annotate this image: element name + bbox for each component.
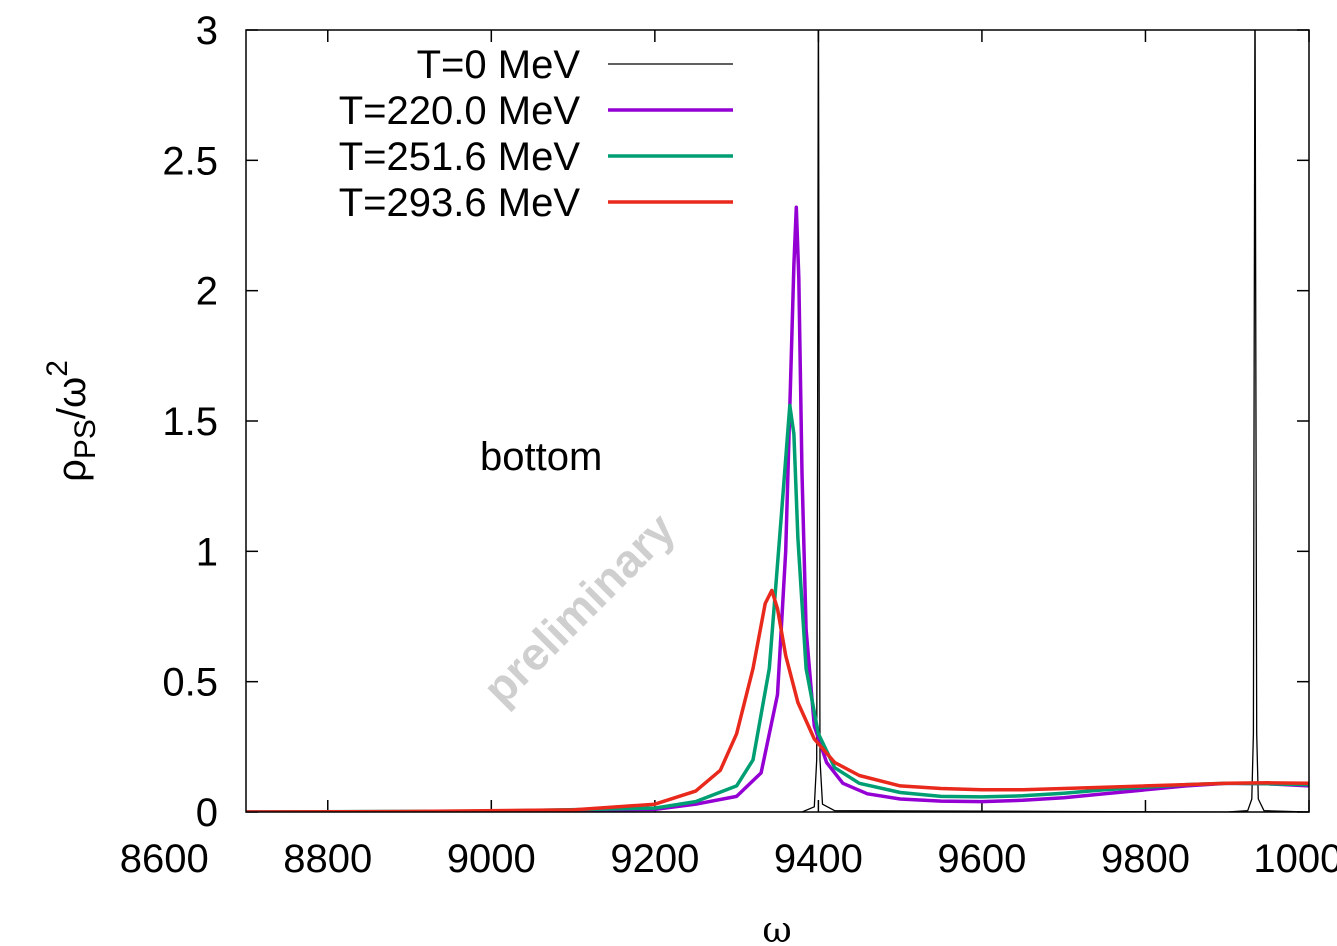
series-layer — [246, 30, 1309, 812]
x-tick-label: 10000 — [1253, 837, 1337, 881]
y-axis-label: ρPS/ω2 — [41, 360, 102, 482]
y-tick-label: 2.5 — [162, 139, 218, 183]
y-tick-label: 0.5 — [162, 661, 218, 705]
y-tick-label: 0 — [196, 791, 218, 835]
x-tick-label: 9600 — [937, 837, 1026, 881]
y-tick-label: 1 — [196, 530, 218, 574]
series-line-3 — [246, 588, 1309, 812]
y-axis-label-text: ρPS/ω2 — [41, 360, 102, 482]
watermark-text: preliminary — [473, 502, 685, 714]
series-line-0 — [246, 30, 1309, 812]
plot-frame — [245, 29, 1310, 813]
y-axis-label-main: ρ — [50, 459, 94, 482]
x-tick-label: 9400 — [774, 837, 863, 881]
y-axis-label-sub: PS — [69, 419, 102, 459]
x-tick-label: 9200 — [610, 837, 699, 881]
x-tick-label: 8600 — [120, 837, 209, 881]
y-tick-label: 1.5 — [162, 400, 218, 444]
x-tick-label: 8800 — [283, 837, 372, 881]
x-tick-label: 9000 — [447, 837, 536, 881]
y-tick-label: 2 — [196, 270, 218, 314]
y-axis-label-rest: /ω — [50, 377, 94, 419]
x-axis-label: ω — [762, 910, 791, 946]
x-tick-label: 9800 — [1101, 837, 1190, 881]
y-axis-label-sup: 2 — [41, 360, 74, 377]
legend-label-0: T=0 MeV — [417, 43, 581, 87]
tick-labels-layer: 0 0.5 1 1.5 2 2.5 3 8600 8800 9000 9200 9400 9600 980… — [120, 9, 1337, 881]
legend-label-2: T=251.6 MeV — [339, 135, 581, 179]
legend-label-1: T=220.0 MeV — [339, 89, 581, 133]
legend-label-3: T=293.6 MeV — [339, 181, 581, 225]
y-tick-label: 3 — [196, 9, 218, 53]
series-line-1 — [246, 205, 1309, 812]
annotation-text: bottom — [480, 435, 602, 479]
